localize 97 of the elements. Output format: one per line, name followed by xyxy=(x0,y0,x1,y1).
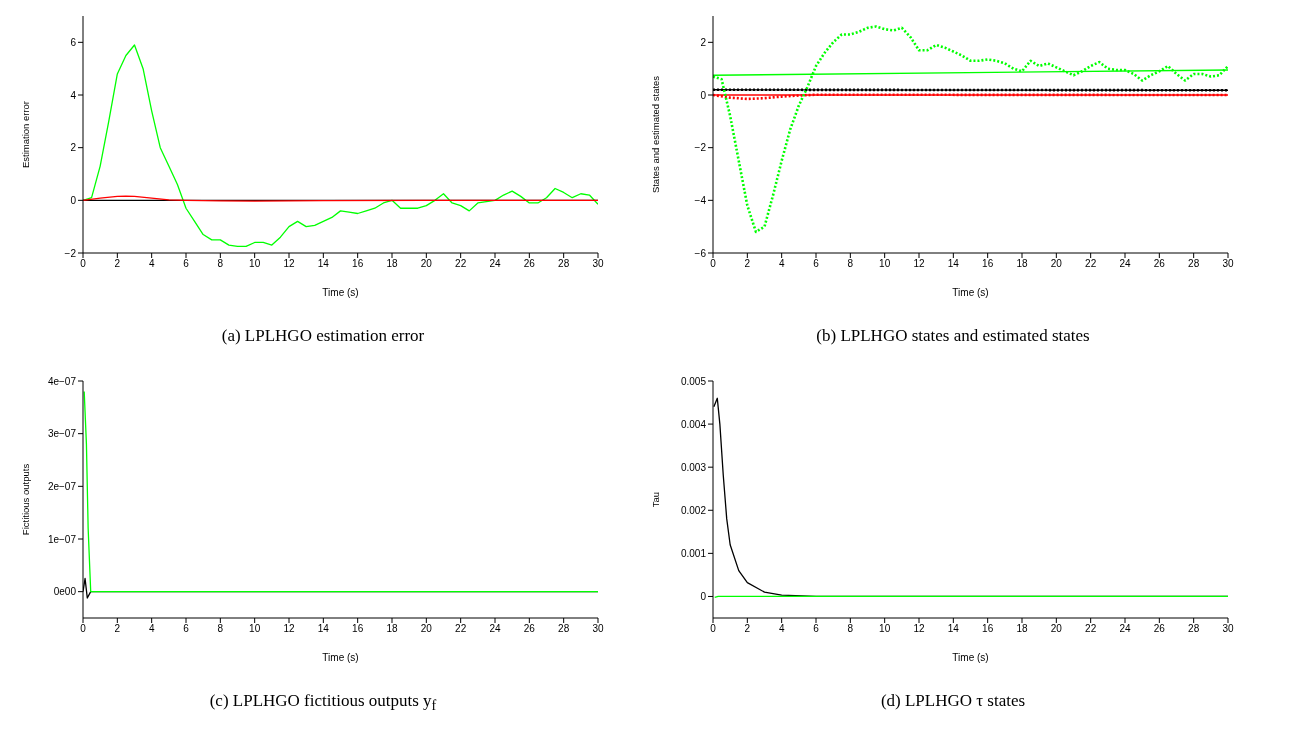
x-tick-label: 24 xyxy=(489,623,501,635)
x-axis-title: Time (s) xyxy=(322,287,359,298)
y-tick-label: 0.005 xyxy=(680,375,707,387)
text: (c) LPLHGO fictitious outputs y$_{f}$ xyxy=(208,691,438,715)
x-tick-label: 30 xyxy=(592,258,604,270)
y-tick-label: −2 xyxy=(694,142,707,154)
y-tick-label: 0 xyxy=(700,591,707,602)
x-tick-label: 4 xyxy=(778,623,785,635)
x-tick-label: 24 xyxy=(1119,258,1131,270)
x-tick-label: 20 xyxy=(1050,258,1063,270)
y-tick-label: 0 xyxy=(70,194,77,206)
x-tick-label: 18 xyxy=(1016,623,1028,635)
x-tick-label: 0 xyxy=(710,623,717,635)
x-tick-label: 16 xyxy=(352,258,364,270)
x-tick-label: 18 xyxy=(386,258,398,270)
text: (d) LPLHGO τ states xyxy=(879,691,1027,711)
x-tick-label: 18 xyxy=(1016,258,1028,270)
x-tick-label: 12 xyxy=(283,258,295,270)
x-tick-label: 4 xyxy=(148,623,155,635)
x-tick-label: 22 xyxy=(1085,258,1097,270)
x-tick-label: 28 xyxy=(558,623,570,635)
x-tick-label: 0 xyxy=(80,623,87,635)
y-axis-title: Tau xyxy=(650,491,662,508)
text: (b) LPLHGO states and estimated states xyxy=(815,326,1091,346)
y-axis-title: Estimation error xyxy=(20,100,32,169)
x-tick-label: 10 xyxy=(879,258,891,270)
x-tick-label: 16 xyxy=(982,623,994,635)
y-tick-label: 0e00 xyxy=(53,586,77,598)
x-tick-label: 6 xyxy=(183,623,190,635)
x-tick-label: 0 xyxy=(710,258,717,270)
x-tick-label: 26 xyxy=(1153,623,1166,635)
y-axis-title: States and estimated states xyxy=(650,75,662,194)
y-tick-label: 6 xyxy=(70,36,77,48)
x-tick-label: 12 xyxy=(913,258,925,270)
x-tick-label: 14 xyxy=(317,623,330,635)
x-tick-label: 24 xyxy=(489,258,501,270)
y-tick-label: 0.002 xyxy=(680,504,707,516)
x-tick-label: 10 xyxy=(879,623,891,635)
y-tick-label: 4 xyxy=(70,89,77,101)
x-tick-label: 14 xyxy=(317,258,330,270)
x-tick-label: 0 xyxy=(80,258,87,270)
y-tick-label: 2 xyxy=(700,36,707,48)
y-tick-label: 0.001 xyxy=(680,547,707,559)
y-tick-label: −4 xyxy=(694,194,707,206)
x-tick-label: 8 xyxy=(847,623,854,635)
x-tick-label: 4 xyxy=(148,258,155,270)
x-axis-title: Time (s) xyxy=(952,652,989,663)
y-tick-label: 2 xyxy=(70,142,77,154)
x-tick-label: 30 xyxy=(1222,258,1234,270)
x-tick-label: 22 xyxy=(455,623,467,635)
x-tick-label: 26 xyxy=(1153,258,1166,270)
x-tick-label: 28 xyxy=(558,258,570,270)
x-tick-label: 2 xyxy=(744,258,751,270)
x-tick-label: 28 xyxy=(1188,258,1200,270)
y-tick-label: 0.004 xyxy=(680,418,707,430)
x-tick-label: 12 xyxy=(283,623,295,635)
x-tick-label: 24 xyxy=(1119,623,1131,635)
x-tick-label: 6 xyxy=(813,623,820,635)
y-tick-label: 0 xyxy=(700,89,707,101)
y-tick-label: −6 xyxy=(694,247,707,259)
x-tick-label: 10 xyxy=(249,258,261,270)
x-tick-label: 22 xyxy=(455,258,467,270)
y-tick-label: −2 xyxy=(64,247,77,259)
x-tick-label: 26 xyxy=(523,623,536,635)
x-tick-label: 26 xyxy=(523,258,536,270)
x-tick-label: 8 xyxy=(217,623,224,635)
x-tick-label: 30 xyxy=(1222,623,1234,635)
y-tick-label: 0.003 xyxy=(680,461,707,473)
y-tick-label: 2e−07 xyxy=(47,480,77,492)
y-tick-label: 4e−07 xyxy=(47,375,77,387)
x-tick-label: 22 xyxy=(1085,623,1097,635)
x-tick-label: 20 xyxy=(420,258,433,270)
x-tick-label: 14 xyxy=(947,623,960,635)
x-tick-label: 20 xyxy=(1050,623,1063,635)
x-tick-label: 6 xyxy=(183,258,190,270)
x-tick-label: 8 xyxy=(847,258,854,270)
x-axis-title: Time (s) xyxy=(952,287,989,298)
x-tick-label: 4 xyxy=(778,258,785,270)
x-tick-label: 16 xyxy=(982,258,994,270)
x-tick-label: 16 xyxy=(352,623,364,635)
y-axis-title: Fictitious outputs xyxy=(20,463,32,536)
x-tick-label: 2 xyxy=(114,258,121,270)
x-tick-label: 28 xyxy=(1188,623,1200,635)
y-tick-label: 1e−07 xyxy=(47,533,77,545)
x-tick-label: 14 xyxy=(947,258,960,270)
x-tick-label: 8 xyxy=(217,258,224,270)
y-tick-label: 3e−07 xyxy=(47,428,77,440)
x-tick-label: 20 xyxy=(420,623,433,635)
text: (a) LPLHGO estimation error xyxy=(220,326,426,346)
x-axis-title: Time (s) xyxy=(322,652,359,663)
x-tick-label: 10 xyxy=(249,623,261,635)
x-tick-label: 2 xyxy=(744,623,751,635)
x-tick-label: 30 xyxy=(592,623,604,635)
x-tick-label: 6 xyxy=(813,258,820,270)
x-tick-label: 2 xyxy=(114,623,121,635)
x-tick-label: 12 xyxy=(913,623,925,635)
x-tick-label: 18 xyxy=(386,623,398,635)
